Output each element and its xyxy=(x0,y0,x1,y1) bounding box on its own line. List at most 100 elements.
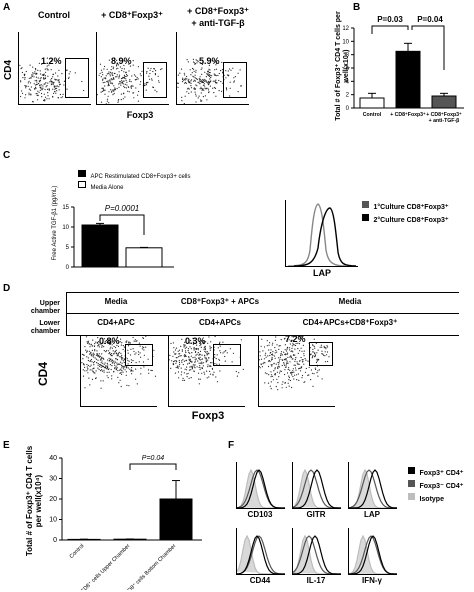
b-tick-label: 12 xyxy=(342,26,349,32)
panel-e-label: E xyxy=(3,440,10,451)
d-upper-label: Upper chamber xyxy=(30,300,60,315)
c-legend-2: Media Alone xyxy=(78,176,123,194)
c-hist-swatch-gray xyxy=(362,201,369,209)
b-bracket-1 xyxy=(371,25,409,34)
b-tick-label: 8 xyxy=(346,53,350,59)
b-tick-label: 2 xyxy=(346,93,350,99)
d-gate-2 xyxy=(213,344,241,366)
c-bar xyxy=(81,224,119,268)
f-swatch-light xyxy=(408,493,415,501)
d-upper-1: Media xyxy=(104,297,128,306)
b-pval-2: P=0.04 xyxy=(417,15,443,24)
f-legend-text-1: Foxp3⁺ CD4⁺ xyxy=(419,470,464,477)
c-lap-xlabel: LAP xyxy=(313,268,331,278)
b-tick-label: 0 xyxy=(346,106,350,112)
panel-d-label: D xyxy=(3,283,11,294)
e-tick-label: 40 xyxy=(49,455,57,462)
d-lower-2: CD4+APCs xyxy=(198,318,241,327)
b-category-label: Control xyxy=(363,112,382,118)
a-title-antitgf: + anti-TGF-β xyxy=(191,18,245,28)
c-hist-legend-text-1: 1°Culture CD8⁺Foxp3⁺ xyxy=(373,204,449,211)
c-bracket xyxy=(99,214,145,235)
a-pct-1: 1.2% xyxy=(41,56,62,66)
f-marker-label-6: IFN-γ xyxy=(362,576,382,585)
panel-a-label: A xyxy=(3,2,11,13)
panel-b-label: B xyxy=(353,2,361,13)
b-tick-label: 6 xyxy=(346,66,350,72)
b-bar xyxy=(359,97,385,109)
b-tick-label: 10 xyxy=(342,39,349,45)
f-legend-3: Isotype xyxy=(408,488,444,506)
b-bar xyxy=(395,50,421,109)
a-title-cd8-2: + CD8⁺Foxp3⁺ xyxy=(187,6,249,16)
d-upper-3: Media xyxy=(338,297,362,306)
a-title-control: Control xyxy=(38,10,70,20)
f-histogram-3 xyxy=(348,462,398,509)
c-tick-label: 0 xyxy=(66,265,70,271)
d-ylabel: CD4 xyxy=(36,361,50,386)
lap-primary-curve xyxy=(287,203,347,266)
c-legend-text-1: APC Restimulated CD8+Foxp3+ cells xyxy=(90,174,191,180)
a-gate-1 xyxy=(65,58,89,98)
c-legend-1: APC Restimulated CD8+Foxp3+ cells xyxy=(78,165,191,183)
f-swatch-black xyxy=(408,467,415,475)
a-flow-plot-3: 5.9% xyxy=(176,32,249,105)
d-upper-2: CD8⁺Foxp3⁺ + APCs xyxy=(180,297,260,306)
c-tick-label: 15 xyxy=(62,205,69,211)
d-pct-2: 0.3% xyxy=(185,336,206,346)
a-pct-3: 5.9% xyxy=(199,56,220,66)
b-category-label: + anti-TGF-β xyxy=(429,118,460,124)
d-lower-3: CD4+APCs+CD8⁺Foxp3⁺ xyxy=(302,318,398,327)
a-gate-2 xyxy=(143,62,167,98)
f-histogram-4 xyxy=(236,528,285,575)
e-tick-label: 20 xyxy=(49,496,57,503)
b-bar-chart: 0 2 4 6 8 10 12 Control + CD8⁺Foxp3⁺ + CD8⁺Foxp3⁺… xyxy=(342,15,464,124)
f-histogram-1 xyxy=(236,462,285,509)
f-histogram-2 xyxy=(292,462,341,509)
c-hist-swatch-black xyxy=(362,214,369,222)
b-bar xyxy=(431,95,457,109)
d-flow-plot-1: 0.8% xyxy=(80,336,157,407)
b-pval-1: P=0.03 xyxy=(377,15,403,24)
c-legend-swatch-black xyxy=(78,170,86,178)
d-xlabel: Foxp3 xyxy=(191,410,225,422)
e-tick-label: 30 xyxy=(49,476,57,483)
c-legend-text-2: Media Alone xyxy=(90,185,124,191)
c-bar xyxy=(125,247,163,268)
c-tick-label: 10 xyxy=(62,225,69,231)
d-gate-1 xyxy=(125,344,153,366)
d-flow-plot-3: 7.2% xyxy=(258,334,335,407)
a-title-cd8: + CD8⁺Foxp3⁺ xyxy=(101,10,163,20)
f-marker-label-2: GITR xyxy=(306,510,326,519)
c-lap-histogram xyxy=(285,200,358,267)
panel-c-label: C xyxy=(3,150,11,161)
d-table-divider xyxy=(67,313,459,314)
a-flow-plot-1: 1.2% xyxy=(18,32,91,105)
e-bar xyxy=(159,498,193,541)
f-histogram-6 xyxy=(348,528,397,575)
d-lower-1: CD4+APC xyxy=(97,318,135,327)
b-category-label: + CD8⁺Foxp3⁺ xyxy=(390,112,426,118)
e-tick-label: 10 xyxy=(49,517,57,524)
f-marker-label-5: IL-17 xyxy=(306,576,326,585)
a-xlabel: Foxp3 xyxy=(126,110,154,120)
d-lower-label: Lower chamber xyxy=(30,320,60,335)
lap-secondary-curve xyxy=(293,207,357,266)
b-tick-label: 4 xyxy=(346,79,350,85)
d-pct-1: 0.8% xyxy=(99,336,120,346)
a-gate-3 xyxy=(223,62,247,98)
f-swatch-gray xyxy=(408,480,415,488)
b-bracket-2 xyxy=(411,25,445,70)
f-legend-text-3: Isotype xyxy=(419,496,444,503)
f-marker-label-4: CD44 xyxy=(249,576,271,585)
a-flow-plot-2: 8.9% xyxy=(96,32,169,105)
a-pct-2: 8.9% xyxy=(111,56,132,66)
e-category-label: Control xyxy=(69,543,86,560)
d-condition-table xyxy=(66,292,459,336)
c-legend-swatch-white xyxy=(78,181,86,189)
f-marker-label-3: LAP xyxy=(364,510,380,519)
d-gate-3 xyxy=(309,342,333,366)
c-bar-chart: 0 5 10 15 P=0.0001 xyxy=(62,204,174,271)
c-hist-legend-2: 2°Culture CD8⁺Foxp3⁺ xyxy=(362,209,449,227)
